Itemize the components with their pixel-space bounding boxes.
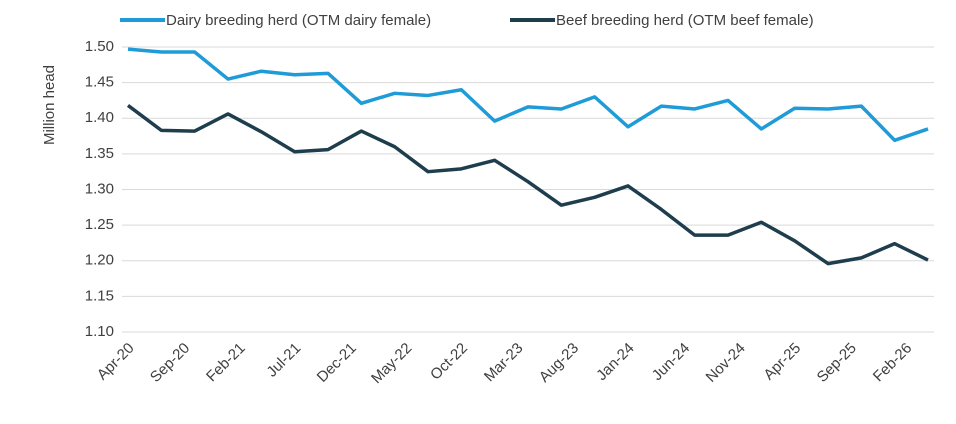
series-line [126, 104, 929, 266]
y-tick-label: 1.15 [85, 287, 114, 304]
x-tick-label: Jul-21 [263, 340, 304, 381]
x-tick-label: Sep-25 [814, 340, 860, 386]
x-tick-label: Sep-20 [147, 340, 193, 386]
y-tick-label: 1.30 [85, 180, 114, 197]
legend-label: Beef breeding herd (OTM beef female) [556, 12, 814, 29]
series-line [127, 47, 929, 143]
y-tick-label: 1.40 [85, 109, 114, 126]
x-tick-label: Apr-25 [760, 340, 804, 384]
x-tick-label: Oct-22 [427, 340, 471, 384]
y-tick-label: 1.10 [85, 323, 114, 340]
x-tick-label: Apr-20 [94, 340, 138, 384]
x-tick-label: Feb-21 [203, 340, 249, 386]
x-tick-label: Aug-23 [536, 340, 582, 386]
y-axis-label: Million head [41, 65, 58, 145]
x-tick-label: Nov-24 [703, 340, 749, 386]
legend-label: Dairy breeding herd (OTM dairy female) [166, 12, 431, 29]
x-tick-label: May-22 [368, 340, 415, 387]
x-tick-label: Feb-26 [870, 340, 916, 386]
x-tick-label: Jan-24 [593, 340, 637, 384]
y-tick-label: 1.45 [85, 74, 114, 91]
x-tick-label: Mar-23 [481, 340, 527, 386]
y-tick-label: 1.20 [85, 252, 114, 269]
x-tick-label: Dec-21 [314, 340, 360, 386]
y-tick-label: 1.50 [85, 38, 114, 55]
y-tick-label: 1.35 [85, 145, 114, 162]
y-tick-label: 1.25 [85, 216, 114, 233]
x-tick-label: Jun-24 [649, 340, 693, 384]
